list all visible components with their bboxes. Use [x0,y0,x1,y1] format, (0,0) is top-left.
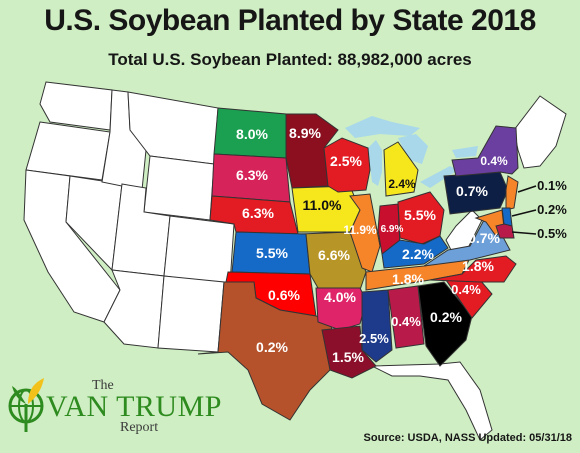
source-note: Source: USDA, NASS Updated: 05/31/18 [363,432,572,444]
label-iowa: 11.0% [303,197,342,213]
state-alabama [387,285,425,349]
label-arkansas: 4.0% [324,289,356,305]
label-north-carolina: 0.4% [451,282,481,297]
label-mississippi: 2.5% [359,331,389,346]
label-ohio: 5.5% [404,207,436,223]
state-north-carolina [429,255,517,283]
logo-the: The [92,378,114,393]
state-new-york [451,125,519,177]
lake-superior [345,116,420,138]
callout-lines [511,185,537,235]
label-nebraska: 6.3% [242,205,274,221]
lake-michigan [368,140,382,186]
label-pennsylvania: 0.7% [456,183,488,199]
state-louisiana [321,325,377,379]
logo-name: VAN TRUMP [46,390,222,423]
label-texas: 0.2% [256,339,288,355]
label-delmarva: 0.5% [537,226,567,241]
label-georgia: 0.2% [430,309,462,325]
page-title: U.S. Soybean Planted by State 2018 [44,4,536,37]
label-south-dakota: 6.3% [236,167,268,183]
state-new-jersey [505,175,519,211]
label-missouri: 6.6% [318,247,350,263]
logo-report: Report [120,420,159,435]
label-wisconsin: 2.5% [330,153,362,169]
label-new-york: 0.4% [480,154,508,168]
lake-huron [398,134,428,164]
state-new-england [513,95,567,169]
label-oklahoma: 0.6% [268,287,300,303]
state-delaware [501,207,513,227]
label-louisiana: 1.5% [332,349,364,365]
label-illinois: 11.9% [343,223,377,237]
state-arkansas [315,287,367,331]
state-wisconsin [323,137,371,193]
soybean-states [197,107,519,421]
state-texas [197,281,339,421]
label-new-jersey: 0.1% [537,178,567,193]
page-subtitle: Total U.S. Soybean Planted: 88,982,000 a… [108,50,472,69]
callout-delmarva [511,231,537,235]
great-lakes [345,116,478,188]
state-illinois [349,193,381,273]
label-kansas: 5.5% [256,245,288,261]
globe-sprout-icon [8,378,44,432]
callout-new-jersey [517,185,537,193]
label-maryland: 0.7% [468,230,500,246]
label-tennessee: 1.8% [392,271,424,287]
state-michigan [383,141,419,197]
label-michigan: 2.4% [388,177,416,191]
label-minnesota: 8.9% [289,125,321,141]
label-indiana: 6.9% [381,224,404,235]
van-trump-logo: The VAN TRUMP Report [6,372,256,440]
label-alabama: 0.4% [391,314,421,329]
state-colorado [163,215,235,285]
state-washington [39,81,113,131]
label-kentucky: 2.2% [402,246,434,262]
state-wyoming [143,155,215,221]
other-states [23,81,567,441]
state-mississippi [361,289,393,363]
state-tennessee [365,257,471,291]
callout-delaware [511,209,537,217]
lake-ontario [452,146,478,158]
state-kentucky [381,235,449,269]
label-delaware: 0.2% [537,202,567,217]
state-florida [371,361,493,441]
state-labels: 8.0% 8.9% 6.3% 6.3% 5.5% 0.6% 0.2% 11.0%… [236,125,567,365]
state-georgia [417,281,473,367]
lake-erie [420,166,458,188]
label-virginia: 1.8% [462,258,494,274]
label-north-dakota: 8.0% [236,126,268,142]
state-new-mexico [157,275,225,353]
